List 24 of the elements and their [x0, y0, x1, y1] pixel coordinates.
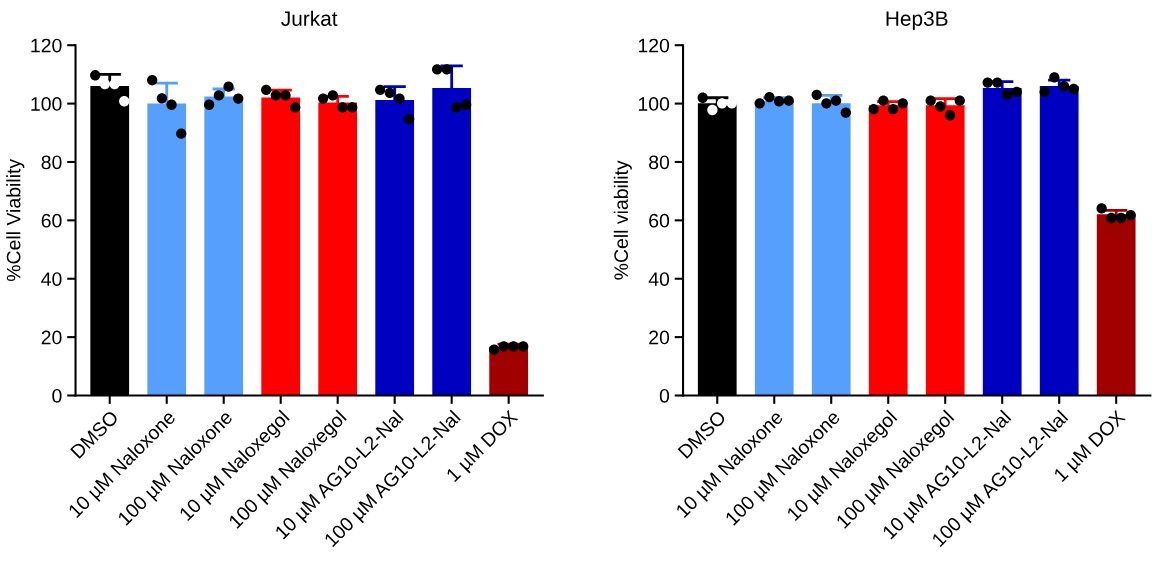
bar [1096, 214, 1136, 396]
bar [1039, 86, 1079, 396]
chart-title: Jurkat [281, 10, 338, 26]
bar [318, 102, 358, 396]
bar [489, 346, 529, 396]
y-tick-label: 60 [649, 213, 670, 228]
y-tick-label: 0 [52, 388, 62, 403]
bar [868, 105, 908, 396]
bar [754, 101, 794, 396]
y-axis-title: %Cell Viability [6, 158, 25, 282]
y-tick-label: 120 [638, 38, 670, 53]
y-tick-label: 60 [41, 213, 62, 228]
y-tick-label: 100 [638, 97, 670, 111]
chart-title: Hep3B [886, 11, 948, 31]
y-tick-label: 120 [31, 38, 62, 53]
y-tick-label: 40 [41, 272, 62, 286]
y-axis-title: %Cell viability [613, 160, 632, 280]
y-tick-label: 0 [659, 388, 670, 403]
y-tick-label: 80 [649, 155, 670, 170]
y-tick-label: 40 [648, 272, 670, 286]
y-tick-label: 20 [41, 330, 62, 345]
y-tick-label: 100 [31, 97, 62, 111]
y-tick-label: 20 [649, 330, 670, 345]
y-tick-label: 80 [41, 155, 62, 170]
